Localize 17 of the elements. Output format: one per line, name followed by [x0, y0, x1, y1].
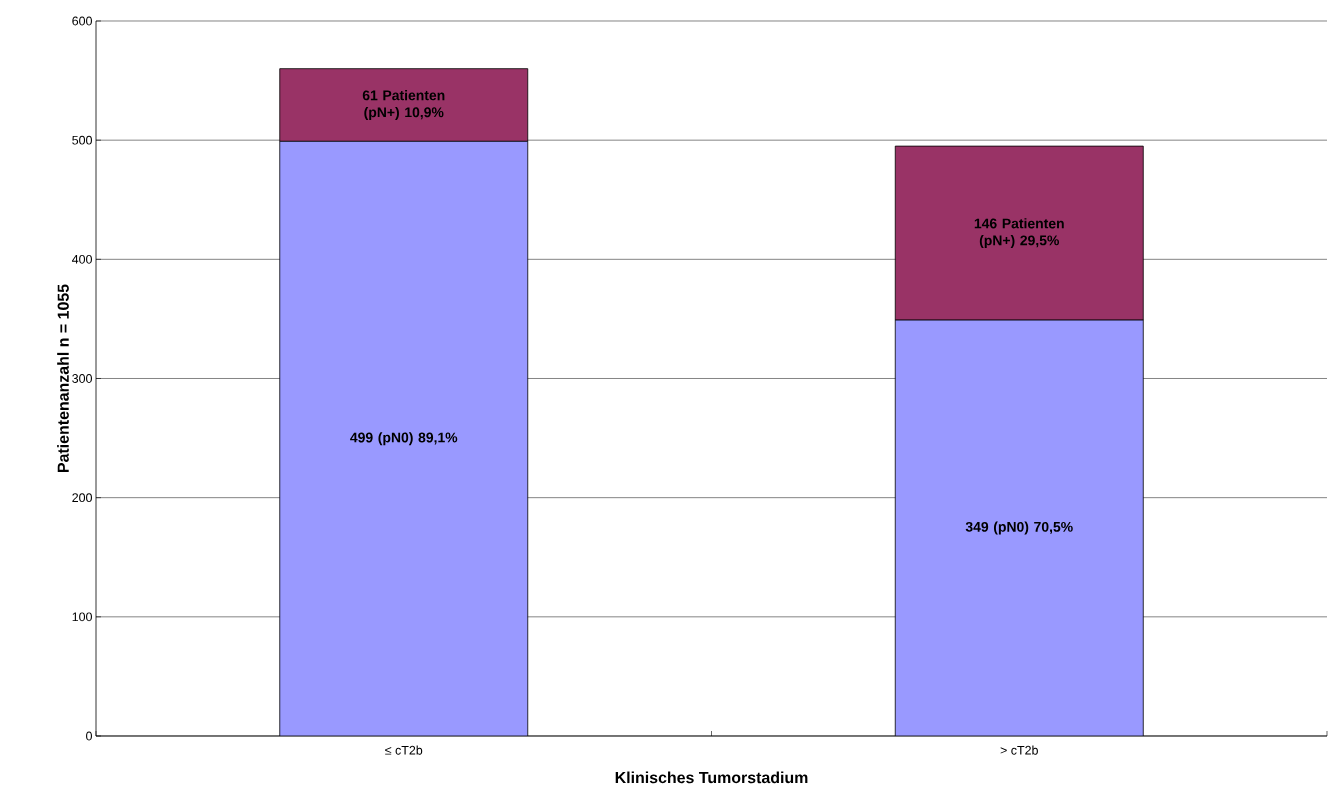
data-label: 499 (pN0) 89,1%: [350, 432, 458, 446]
y-tick-label: 200: [72, 493, 92, 503]
y-tick-label: 400: [71, 254, 92, 264]
data-label: 146 Patienten (pN+) 29,5%: [974, 218, 1064, 249]
x-axis-title: Klinisches Tumorstadium: [615, 771, 808, 784]
x-tick-label: > cT2b: [1000, 745, 1038, 755]
bar: [894, 319, 1144, 736]
y-tick-label: 500: [72, 135, 92, 145]
y-tick-label: 600: [72, 16, 92, 26]
x-tick-label: ≤ cT2b: [385, 745, 423, 755]
y-tick-label: 100: [72, 612, 92, 622]
y-axis-title: Patientenanzahl n = 1055: [57, 284, 69, 473]
data-label: 349 (pN0) 70,5%: [965, 521, 1073, 535]
bar: [279, 141, 528, 736]
data-label: 61 Patienten (pN+) 10,9%: [362, 90, 445, 120]
y-tick-label: 0: [86, 731, 92, 741]
y-tick-label: 300: [72, 374, 92, 383]
